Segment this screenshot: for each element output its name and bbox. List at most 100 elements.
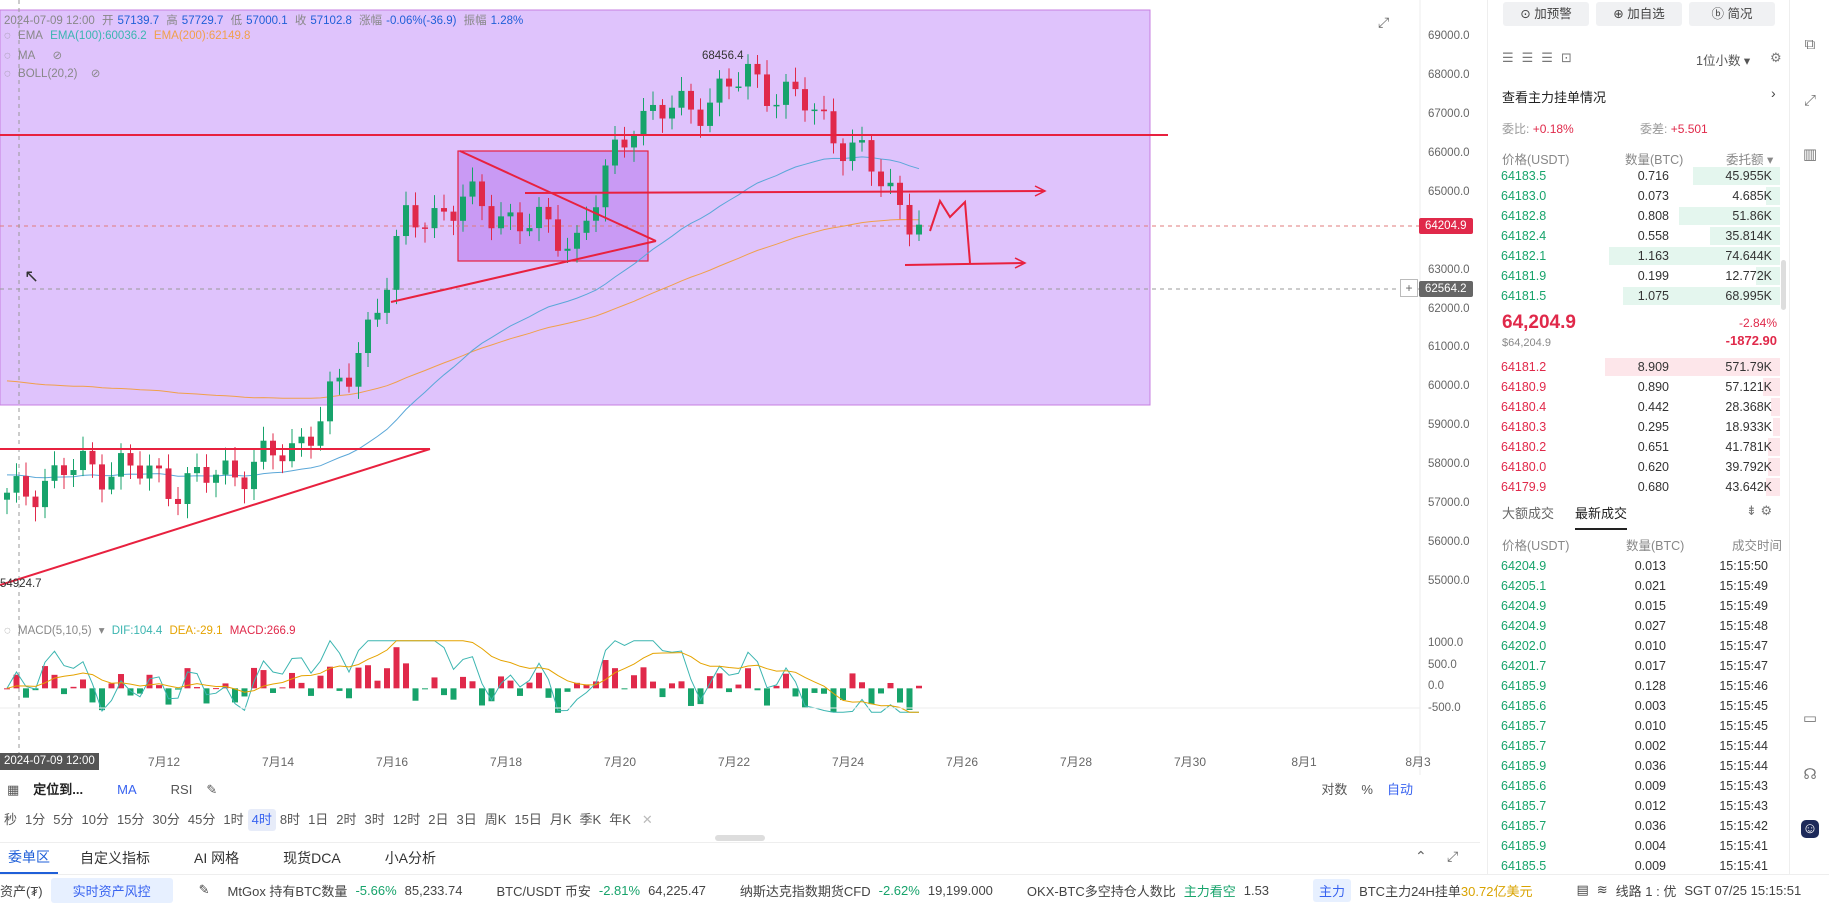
price-chart[interactable] — [0, 0, 1480, 775]
orderbook-row[interactable]: 64182.8 0.808 51.86K — [1488, 206, 1780, 226]
panel-resize-handle[interactable] — [715, 835, 765, 841]
hidden-eye-icon[interactable]: ⊘ — [52, 50, 63, 62]
price-cell: 64180.0 — [1501, 460, 1547, 474]
tab-1[interactable]: 自定义指标 — [80, 850, 150, 866]
orderbook-view-icons[interactable]: ☰☰☰⊡ — [1502, 50, 1580, 65]
consolidation-box[interactable] — [457, 150, 649, 262]
ticker-item-mtgox[interactable]: MtGox 持有BTC数量 — [227, 883, 348, 899]
trades-settings-icons[interactable]: ⇟ ⚙ — [1746, 503, 1773, 518]
interval-1分[interactable]: 1分 — [25, 812, 46, 827]
tab-0[interactable]: 委单区 — [0, 842, 58, 874]
orderbook-row[interactable]: 64179.9 0.680 43.642K — [1488, 477, 1780, 497]
tab-4[interactable]: 小A分析 — [384, 850, 437, 866]
auto-scale-toggle[interactable]: 自动 — [1386, 782, 1413, 797]
interval-1时[interactable]: 1时 — [223, 812, 244, 827]
orderbook-row[interactable]: 64180.9 0.890 57.121K — [1488, 377, 1780, 397]
add-alert-button[interactable]: ⊙ 加预警 — [1503, 2, 1589, 26]
interval-8时[interactable]: 8时 — [279, 812, 301, 827]
orderbook-row[interactable]: 64182.1 1.163 74.644K — [1488, 246, 1780, 266]
orderbook-row[interactable]: 64183.0 0.073 4.685K — [1488, 186, 1780, 206]
orderbook-row[interactable]: 64182.4 0.558 35.814K — [1488, 226, 1780, 246]
ema-legend[interactable]: ◌ EMA EMA(100):60036.2 EMA(200):62149.8 — [4, 30, 251, 42]
interval-15日[interactable]: 15日 — [514, 812, 542, 827]
orderbook-row[interactable]: 64180.2 0.651 41.781K — [1488, 437, 1780, 457]
interval-月K[interactable]: 月K — [549, 812, 572, 827]
interval-年K[interactable]: 年K — [609, 812, 631, 827]
percent-toggle[interactable]: % — [1361, 782, 1373, 797]
expand-icon[interactable]: ⤢ — [1447, 848, 1459, 864]
interval-5分[interactable]: 5分 — [53, 812, 74, 827]
orderbook-row[interactable]: 64180.4 0.442 28.368K — [1488, 397, 1780, 417]
interval-2时[interactable]: 2时 — [336, 812, 357, 827]
settings-icon[interactable]: ⚙ — [1770, 50, 1782, 65]
orderbook-row[interactable]: 64180.3 0.295 18.933K — [1488, 417, 1780, 437]
eye-icon[interactable]: ◌ — [4, 68, 11, 80]
scrollbar[interactable] — [1781, 260, 1786, 310]
interval-季K[interactable]: 季K — [579, 812, 602, 827]
eye-icon[interactable]: ◌ — [4, 50, 11, 62]
line-status[interactable]: 线路 1 : 优 — [1615, 883, 1677, 899]
layout-icon[interactable]: ⧉ — [1804, 36, 1816, 53]
hidden-eye-icon[interactable]: ⊘ — [90, 68, 101, 80]
support-icon[interactable]: ☊ — [1803, 766, 1817, 783]
log-scale-toggle[interactable]: 对数 — [1321, 782, 1348, 797]
expand-icon[interactable]: ⤢ — [1803, 92, 1816, 109]
interval-秒[interactable]: 秒 — [4, 812, 18, 827]
brief-button[interactable]: ⓑ 简况 — [1689, 2, 1775, 26]
window-icon[interactable]: ▭ — [1802, 710, 1818, 727]
orders-link[interactable]: 查看主力挂单情况 — [1502, 90, 1607, 105]
orderbook-row[interactable]: 64181.2 8.909 571.79K — [1488, 357, 1780, 377]
ma-legend[interactable]: ◌ MA ⊘ — [4, 50, 63, 62]
chart-area[interactable]: 2024-07-09 12:00 开 57139.7 高 57729.7 低 5700… — [0, 0, 1480, 775]
chevron-right-icon[interactable]: › — [1771, 85, 1776, 101]
eye-icon[interactable]: ◌ — [4, 625, 11, 637]
interval-30分[interactable]: 30分 — [152, 812, 180, 827]
risk-control-button[interactable]: 实时资产风控 — [50, 877, 173, 903]
dropdown-caret-icon[interactable]: ▾ — [98, 625, 105, 637]
add-favorite-button[interactable]: ⊕ 加自选 — [1596, 2, 1682, 26]
ticker-item-okx[interactable]: OKX-BTC多空持仓人数比 — [1026, 883, 1176, 899]
calendar-icon[interactable]: ▦ — [7, 782, 20, 797]
orderbook-row[interactable]: 64181.5 1.075 68.995K — [1488, 286, 1780, 306]
interval-10分[interactable]: 10分 — [81, 812, 109, 827]
add-crosshair-icon[interactable]: + — [1400, 279, 1418, 297]
close-icon[interactable]: ✕ — [641, 812, 653, 827]
boll-legend[interactable]: ◌ BOLL(20,2) ⊘ — [4, 68, 101, 80]
pen-icon[interactable]: ✎ — [198, 882, 210, 897]
interval-周K[interactable]: 周K — [484, 812, 507, 827]
ma-toggle[interactable]: MA — [117, 782, 137, 797]
rsi-toggle[interactable]: RSI — [170, 782, 193, 797]
interval-12时[interactable]: 12时 — [392, 812, 421, 827]
orderbook-row[interactable]: 64181.9 0.199 12.772K — [1488, 266, 1780, 286]
interval-4时[interactable]: 4时 — [247, 809, 276, 831]
robot-icon[interactable]: ☺ — [1801, 820, 1819, 838]
precision-select[interactable]: 1位小数 ▾ — [1696, 54, 1751, 68]
orderbook-row[interactable]: 64180.0 0.620 39.792K — [1488, 457, 1780, 477]
edit-icon[interactable]: ✎ — [206, 782, 218, 797]
tab-latest-trades[interactable]: 最新成交 — [1575, 503, 1628, 530]
tab-3[interactable]: 现货DCA — [283, 850, 341, 866]
interval-3时[interactable]: 3时 — [364, 812, 385, 827]
ticker-item-orders[interactable]: BTC主力24H挂单 — [1359, 883, 1461, 899]
interval-45分[interactable]: 45分 — [187, 812, 216, 827]
interval-3日[interactable]: 3日 — [456, 812, 477, 827]
tab-large-trades[interactable]: 大额成交 — [1502, 506, 1555, 521]
eye-icon[interactable]: ◌ — [4, 30, 11, 42]
ticker-item-nasdaq[interactable]: 纳斯达克指数期货CFD — [739, 883, 871, 899]
tab-2[interactable]: AI 网格 — [194, 850, 240, 866]
dashboard-icon[interactable]: ▤ — [1576, 882, 1589, 897]
drawn-lines[interactable] — [0, 134, 1168, 586]
chart-icon[interactable]: ▥ — [1802, 146, 1818, 163]
macd-legend[interactable]: ◌ MACD(5,10,5) ▾ DIF:104.4 DEA:-29.1 MAC… — [4, 625, 296, 637]
interval-2日[interactable]: 2日 — [428, 812, 449, 827]
collapse-icon[interactable]: ⌃ — [1415, 848, 1427, 864]
ticker-item-btc[interactable]: BTC/USDT 币安 — [496, 883, 591, 899]
assets-label[interactable]: 资产(₮) — [0, 883, 43, 899]
locate-button[interactable]: 定位到... — [33, 782, 84, 797]
interval-15分[interactable]: 15分 — [116, 812, 145, 827]
amount-cell: 74.644K — [1725, 249, 1772, 263]
amount-column-select[interactable]: 委托额 ▾ — [1726, 153, 1774, 167]
interval-1日[interactable]: 1日 — [308, 812, 329, 827]
orderbook-row[interactable]: 64183.5 0.716 45.955K — [1488, 166, 1780, 186]
fullscreen-icon[interactable]: ⤢ — [1378, 14, 1390, 30]
